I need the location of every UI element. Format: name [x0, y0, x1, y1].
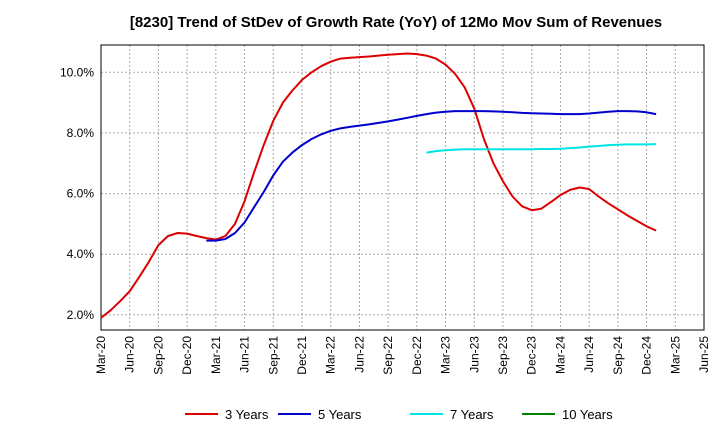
legend: 3 Years 5 Years 7 Years 10 Years: [185, 407, 613, 422]
x-tick-label: Sep-22: [381, 336, 395, 375]
series-line-7-years: [426, 143, 657, 154]
x-tick-label: Mar-20: [94, 336, 108, 374]
x-tick-label: Jun-22: [352, 336, 366, 373]
x-tick-label: Mar-24: [553, 336, 567, 374]
x-tick-label: Mar-22: [324, 336, 338, 374]
series-lines: [100, 52, 657, 319]
y-tick-label: 8.0%: [67, 126, 95, 140]
series-line-5-years: [206, 110, 657, 242]
plot-area-border: [100, 44, 705, 331]
y-tick-label: 2.0%: [67, 308, 95, 322]
legend-label: 3 Years: [225, 407, 269, 422]
y-tick-label: 4.0%: [67, 247, 95, 261]
x-tick-label: Sep-21: [266, 336, 280, 375]
x-tick-label: Dec-24: [640, 336, 654, 375]
legend-label: 5 Years: [318, 407, 362, 422]
legend-label: 7 Years: [450, 407, 494, 422]
x-tick-label: Dec-22: [410, 336, 424, 375]
x-tick-label: Jun-25: [697, 336, 711, 373]
axes: 2.0% 4.0% 6.0% 8.0% 10.0% Mar-20 Jun-20 Sep-20 D…: [60, 65, 711, 374]
x-tick-label: Dec-21: [295, 336, 309, 375]
x-tick-label: Mar-23: [439, 336, 453, 374]
x-tick-label: Dec-20: [180, 336, 194, 375]
x-tick-label: Dec-23: [525, 336, 539, 375]
x-tick-label: Mar-21: [209, 336, 223, 374]
x-tick-label: Jun-20: [123, 336, 137, 373]
y-tick-label: 10.0%: [60, 65, 94, 79]
grid: [100, 45, 705, 330]
x-tick-label: Jun-21: [238, 336, 252, 373]
chart-title: [8230] Trend of StDev of Growth Rate (Yo…: [130, 14, 662, 31]
legend-label: 10 Years: [562, 407, 613, 422]
x-tick-label: Jun-24: [582, 336, 596, 373]
x-tick-label: Sep-23: [496, 336, 510, 375]
x-tick-label: Sep-24: [611, 336, 625, 375]
y-tick-label: 6.0%: [67, 187, 95, 201]
x-tick-label: Mar-25: [668, 336, 682, 374]
series-line-3-years: [100, 52, 657, 319]
x-tick-label: Sep-20: [151, 336, 165, 375]
x-tick-label: Jun-23: [467, 336, 481, 373]
